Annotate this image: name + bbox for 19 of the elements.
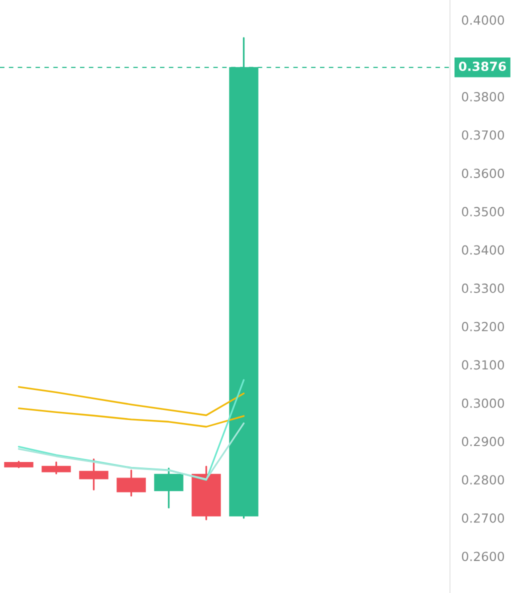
y-tick-label: 0.3200 <box>462 322 504 332</box>
y-tick-label: 0.3800 <box>462 92 504 102</box>
y-tick-label: 0.2800 <box>462 475 504 485</box>
line-series <box>18 422 245 480</box>
line-series <box>18 408 245 428</box>
y-tick-label: 0.3000 <box>462 398 504 408</box>
line-series <box>18 386 245 416</box>
y-tick-label: 0.3600 <box>462 168 504 178</box>
y-tick-label: 0.2600 <box>462 552 504 562</box>
ref-line-label: 0.3876 <box>458 62 506 72</box>
y-tick-label: 0.3700 <box>462 130 504 140</box>
y-tick-label: 0.3300 <box>462 284 504 293</box>
y-tick-label: 0.2700 <box>462 513 504 523</box>
y-tick-label: 0.3400 <box>462 245 504 255</box>
y-tick-label: 0.3100 <box>462 360 504 370</box>
y-tick-label: 0.4000 <box>462 15 504 25</box>
line-series <box>18 379 245 481</box>
y-tick-label: 0.2900 <box>462 436 504 446</box>
y-tick-label: 0.3500 <box>462 206 504 216</box>
